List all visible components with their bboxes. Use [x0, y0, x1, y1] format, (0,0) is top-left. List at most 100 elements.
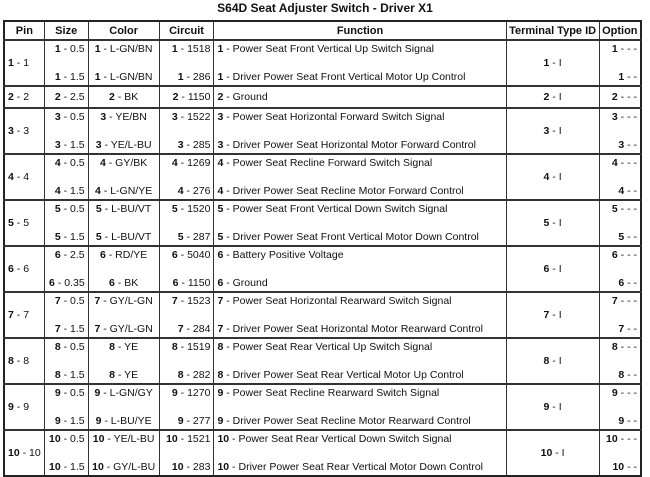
option-cell: 5 - -	[598, 223, 642, 246]
circuit-cell-value: 1521	[187, 433, 211, 445]
circuit-cell-value: 1150	[187, 277, 211, 289]
size-cell-number: 8	[54, 341, 61, 353]
size-cell: 1 - 0.5	[43, 40, 89, 63]
function-cell-value: Driver Power Seat Front Vertical Motor U…	[232, 71, 466, 83]
function-cell-value: Driver Power Seat Recline Motor Rearward…	[232, 415, 471, 427]
circuit-cell-number: 9	[177, 415, 184, 427]
size-cell-value: 1.5	[70, 185, 85, 197]
function-cell-number: 9	[217, 415, 224, 427]
terminal-type-cell: 7 - I	[505, 291, 600, 338]
function-cell-value: Driver Power Seat Rear Vertical Motor Up…	[232, 369, 464, 381]
circuit-cell: 5 - 1520	[158, 199, 215, 223]
function-cell-value: Driver Power Seat Rear Vertical Motor Do…	[238, 461, 483, 473]
color-cell: 9 - L-GN/GY	[87, 383, 160, 407]
option-cell-number: 3	[611, 111, 618, 123]
size-cell: 8 - 1.5	[43, 361, 89, 384]
size-cell-number: 4	[54, 185, 61, 197]
color-cell-number: 4	[99, 157, 106, 169]
color-cell: 10 - GY/L-BU	[87, 453, 160, 476]
function-cell: 3 - Power Seat Horizontal Forward Switch…	[213, 107, 507, 131]
circuit-cell-number: 7	[177, 323, 184, 335]
terminal-type-cell-number: 8	[543, 355, 550, 367]
pin-cell-number: 5	[8, 217, 14, 229]
color-cell-value: BK	[124, 91, 139, 103]
pin-cell-value: 4	[23, 171, 30, 183]
circuit-cell-value: 285	[192, 139, 211, 151]
header-size: Size	[43, 20, 89, 41]
terminal-type-cell-value: I	[558, 125, 562, 137]
color-cell: 5 - L-BU/VT	[87, 223, 160, 246]
color-cell-value: BK	[124, 277, 139, 289]
circuit-cell: 7 - 284	[158, 315, 215, 338]
page-title: S64D Seat Adjuster Switch - Driver X1	[217, 1, 433, 15]
terminal-type-cell: 1 - I	[505, 40, 600, 86]
table-row: 7 - 1.5 7 - GY/L-GN 7 - 284 7 - Driver Powe…	[4, 315, 642, 338]
table-row: 10 - 10 10 - 0.5 10 - YE/L-BU 10 - 1521 10 -…	[3, 429, 642, 476]
option-cell-number: 7	[611, 295, 618, 307]
color-cell-value: YE/BN	[115, 111, 147, 123]
size-cell: 7 - 0.5	[43, 291, 89, 315]
pin-cell-value: 10	[29, 447, 41, 459]
function-cell: 5 - Power Seat Front Vertical Down Switc…	[213, 199, 507, 223]
size-cell-number: 3	[54, 139, 61, 151]
table-row: 8 - 1.5 8 - YE 8 - 282 8 - Driver Power Sea…	[4, 361, 642, 384]
option-cell-value: -	[633, 415, 638, 427]
color-cell-number: 9	[95, 415, 102, 427]
function-cell-value: Power Seat Rear Vertical Up Switch Signa…	[232, 341, 433, 353]
terminal-type-cell: 10 - I	[505, 429, 600, 476]
color-cell-number: 3	[95, 139, 102, 151]
function-cell: 8 - Driver Power Seat Rear Vertical Moto…	[213, 361, 507, 384]
pin-cell: 1 - 1	[3, 40, 45, 86]
function-cell-value: Power Seat Horizontal Rearward Switch Si…	[232, 295, 452, 307]
function-cell-number: 5	[217, 231, 224, 243]
size-cell-value: 1.5	[70, 461, 85, 473]
size-cell-value: 1.5	[70, 71, 85, 83]
function-cell: 6 - Battery Positive Voltage	[213, 245, 507, 269]
option-cell-number: 8	[611, 341, 618, 353]
option-cell-value: -	[633, 277, 638, 289]
circuit-cell: 9 - 1270	[158, 383, 215, 407]
size-cell: 6 - 2.5	[43, 245, 89, 269]
option-cell: 10 - -	[598, 453, 642, 476]
option-cell: 8 - -	[598, 361, 642, 384]
option-cell: 1 - - -	[598, 40, 642, 63]
option-cell-number: 9	[611, 387, 618, 399]
size-cell-number: 6	[49, 277, 55, 289]
table-row: 9 - 1.5 9 - L-BU/YE 9 - 277 9 - Driver Powe…	[4, 407, 642, 430]
header-pin: Pin	[3, 20, 45, 41]
circuit-cell-number: 8	[171, 341, 178, 353]
circuit-cell-number: 8	[177, 369, 184, 381]
option-cell: 6 - - -	[598, 245, 642, 269]
table-row: 3 - 1.5 3 - YE/L-BU 3 - 285 3 - Driver Powe…	[4, 131, 642, 154]
size-cell-number: 1	[54, 43, 61, 55]
circuit-cell-value: 1519	[187, 341, 211, 353]
circuit-cell-number: 3	[171, 111, 178, 123]
option-cell: 9 - -	[598, 407, 642, 430]
function-cell-number: 9	[217, 387, 224, 399]
circuit-cell-value: 1522	[187, 111, 211, 123]
function-cell: 7 - Power Seat Horizontal Rearward Switc…	[213, 291, 507, 315]
function-cell: 6 - Ground	[213, 269, 507, 292]
size-cell-number: 4	[54, 157, 61, 169]
option-cell-number: 2	[611, 91, 618, 103]
color-cell-value: RD/YE	[115, 249, 148, 261]
size-cell-number: 7	[54, 295, 61, 307]
color-cell-value: L-GN/GY	[109, 387, 153, 399]
size-cell: 1 - 1.5	[43, 63, 89, 86]
option-cell-value: -	[633, 185, 638, 197]
option-cell: 4 - -	[598, 177, 642, 200]
circuit-cell: 1 - 286	[158, 63, 215, 86]
function-cell-value: Ground	[232, 277, 268, 289]
circuit-cell-value: 287	[192, 231, 211, 243]
size-cell-value: 0.5	[70, 157, 85, 169]
pin-cell: 2 - 2	[3, 85, 45, 108]
header-color: Color	[87, 20, 160, 41]
circuit-cell: 10 - 1521	[158, 429, 215, 453]
size-cell-number: 3	[54, 111, 61, 123]
